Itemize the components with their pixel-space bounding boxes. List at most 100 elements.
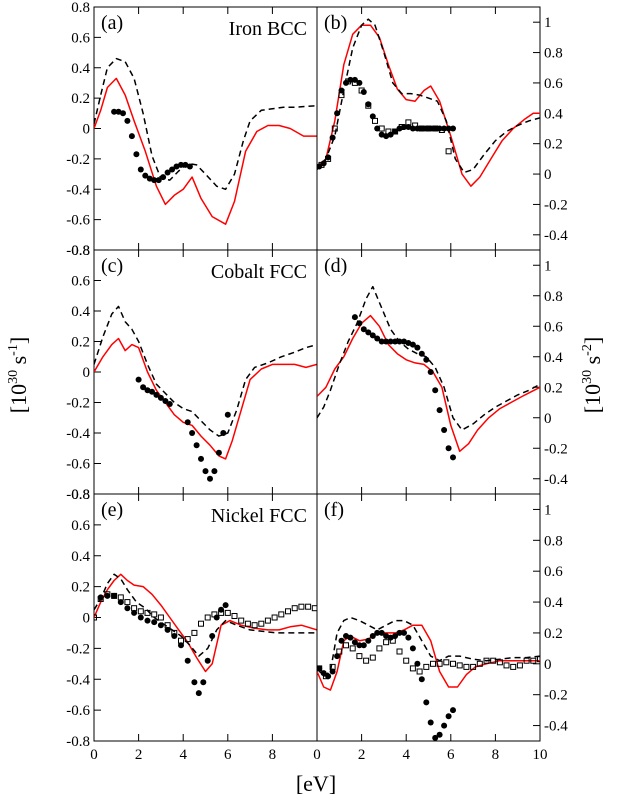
y-tick-label: 0.8 [544, 46, 563, 62]
series-black-dashed [317, 285, 540, 431]
data-point-circle [97, 594, 104, 601]
data-point-circle [365, 637, 372, 644]
x-tick-label: 4 [402, 747, 410, 763]
data-point-square [351, 79, 358, 86]
data-point-circle [432, 387, 439, 394]
data-point-circle [374, 335, 381, 342]
data-point-square [345, 78, 352, 85]
data-point-circle [151, 177, 158, 184]
y-tick-label: -0.2 [66, 152, 90, 168]
panel-label: (c) [101, 255, 123, 277]
data-point-circle [220, 430, 227, 436]
panel-b: -0.4 -0.2 0 0.2 0.4 0.6 0.8 1 (b) [316, 6, 568, 251]
data-point-square [483, 657, 490, 664]
y-tick-label: 0.8 [544, 533, 563, 549]
y-tick-label: 1 [544, 258, 552, 274]
y-tick-label: 0 [83, 611, 91, 627]
data-point-circle [137, 614, 144, 621]
data-point-circle [441, 427, 448, 433]
data-point-circle [423, 699, 430, 706]
data-point-square [231, 613, 238, 619]
data-point-circle [378, 338, 385, 345]
x-tick-label: 0 [90, 747, 98, 763]
series-red-solid [94, 337, 317, 460]
series-black-dashed [317, 18, 540, 174]
data-point-square [251, 622, 258, 629]
y-tick-label: -0.4 [544, 228, 568, 244]
panel-a: -0.8 -0.6 -0.4 -0.2 0 0.2 0.4 0.6 0.8 (a) Iron BCC [66, 0, 318, 259]
panel-d: -0.4 -0.2 0 0.2 0.4 0.6 0.8 1 (d) [316, 249, 568, 495]
data-point-circle [360, 642, 367, 649]
right-y-axis-label: [1030 s-2] [580, 337, 605, 413]
data-point-circle [351, 314, 358, 321]
y-tick-label: 0.4 [71, 549, 90, 565]
data-point-square [224, 609, 231, 616]
data-point-square [409, 665, 416, 672]
data-point-square [343, 642, 349, 649]
data-point-circle [441, 722, 448, 729]
data-point-square [305, 603, 312, 610]
data-point-circle [218, 606, 225, 613]
data-point-square [317, 665, 323, 672]
data-point-square [537, 656, 540, 663]
data-point-square [365, 102, 372, 109]
data-point-circle [450, 125, 456, 132]
panel-title: Nickel FCC [211, 505, 307, 527]
left-y-label-unit: s [6, 356, 31, 370]
data-point-circle [178, 161, 184, 168]
data-point-circle [124, 605, 131, 612]
panel-c-series [94, 305, 317, 482]
panel-label: (a) [101, 12, 123, 34]
panel-label: (f) [324, 499, 344, 521]
data-point-square [378, 125, 385, 132]
data-point-circle [200, 679, 207, 686]
data-point-square [425, 125, 432, 132]
data-point-circle [128, 133, 135, 140]
y-tick-label: 0.4 [544, 595, 563, 611]
x-axis-label: [eV] [296, 771, 336, 796]
data-point-square [356, 653, 363, 660]
left-y-label-unit-exp: -1 [6, 344, 21, 356]
data-point-circle [392, 128, 399, 135]
x-tick-label: 8 [269, 747, 277, 763]
data-point-square [398, 124, 405, 130]
data-point-circle [160, 174, 167, 181]
data-point-circle [153, 391, 160, 398]
data-point-square [392, 128, 399, 135]
data-point-square [264, 617, 271, 624]
data-point-circle [166, 401, 173, 407]
data-point-circle [131, 609, 138, 616]
data-point-square [416, 668, 423, 675]
data-point-square [443, 659, 450, 666]
series-red-solid [317, 314, 540, 453]
left-y-label-base: [10 [6, 384, 31, 413]
series-black-dashed [94, 57, 317, 191]
data-point-square [403, 657, 410, 664]
data-point-circle [365, 329, 372, 336]
data-point-circle [387, 338, 394, 345]
data-point-circle [418, 125, 425, 132]
data-point-circle [418, 350, 425, 357]
panel-d-series [317, 285, 540, 461]
data-point-circle [157, 622, 164, 629]
data-point-square [318, 161, 325, 168]
data-point-circle [334, 653, 341, 660]
right-y-label-base: [10 [580, 384, 605, 413]
data-point-circle [396, 629, 403, 636]
data-point-square [530, 657, 537, 664]
data-point-circle [338, 637, 345, 644]
data-point-square [322, 673, 329, 680]
y-tick-label: 0 [544, 167, 552, 183]
data-point-circle [171, 633, 178, 639]
data-point-circle [405, 634, 412, 641]
y-tick-label: 0.2 [544, 137, 563, 153]
data-point-square [430, 660, 436, 667]
data-point-circle [140, 384, 147, 391]
panel-a-series [94, 57, 317, 225]
data-point-circle [191, 679, 198, 686]
x-tick-label: 2 [135, 747, 143, 763]
y-tick-label: 0.6 [71, 518, 90, 534]
data-point-square [124, 599, 131, 606]
data-point-circle [392, 633, 399, 639]
